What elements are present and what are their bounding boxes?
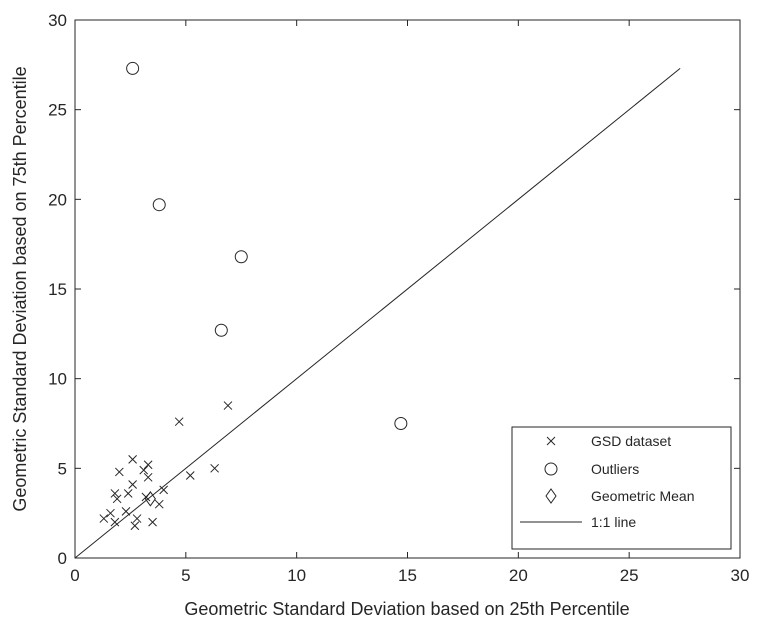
legend-label: Geometric Mean [591,488,694,504]
legend: GSD dataset Outliers Geometric Mean 1:1 lin… [511,426,732,550]
gsd-data-point [128,480,137,489]
outlier-point [234,250,248,264]
x-marker-stroke [143,460,153,470]
gsd-data-point [223,401,233,410]
x-marker-stroke [139,465,149,475]
x-tick-label: 0 [70,566,79,585]
gsd-data-point [130,521,140,531]
x-marker-stroke [128,455,137,464]
outlier-point [152,198,166,212]
gsd-data-point [210,463,220,473]
x-marker-stroke [546,436,556,446]
legend-box [511,426,732,550]
gsd-data-point [106,508,115,518]
x-tick-label: 15 [398,566,417,585]
y-tick-label: 5 [58,459,67,478]
gsd-data-point [114,467,124,477]
legend-label: GSD dataset [591,433,671,449]
x-marker-stroke [110,489,120,498]
y-tick-label: 25 [48,101,67,120]
y-axis-title: Geometric Standard Deviation based on 75… [10,66,30,511]
gsd-data-point [99,514,109,523]
one-to-one-line [74,68,681,559]
x-marker-stroke [128,480,137,489]
x-tick-label: 20 [509,566,528,585]
gsd-data-point [143,472,153,482]
outlier-point [126,61,140,75]
gsd-data-point [112,494,122,504]
y-tick-label: 10 [48,370,67,389]
x-marker-stroke [210,463,220,473]
x-axis-ticks: 0 5 10 15 20 25 30 [70,20,749,585]
gsd-data-point [110,517,120,527]
x-marker-stroke [106,508,115,518]
y-tick-label: 0 [58,549,67,568]
x-marker-stroke [110,517,120,527]
geometric-mean-point [144,490,156,507]
x-marker-stroke [185,471,195,480]
gsd-data-point [174,417,184,427]
x-marker-stroke [143,472,153,482]
gsd-data-point [148,517,157,527]
legend-marker-x [546,436,556,446]
x-marker-stroke [132,514,142,523]
legend-label: 1:1 line [591,514,636,530]
y-tick-label: 20 [48,190,67,209]
gsd-data-point [123,489,133,498]
gsd-data-point [128,455,137,464]
legend-marker-circle [544,462,558,476]
x-marker-stroke [114,467,124,477]
x-marker-stroke [223,401,233,410]
x-tick-label: 10 [287,566,306,585]
x-tick-label: 30 [731,566,750,585]
x-marker-stroke [174,417,184,427]
gsd-data-point [159,485,169,495]
gsd-data-point [143,460,153,470]
gsd-data-point [154,499,164,509]
gsd-data-point [139,465,149,475]
y-axis-ticks: 0 5 10 15 20 25 30 [48,11,740,568]
x-tick-label: 25 [620,566,639,585]
x-axis-title: Geometric Standard Deviation based on 25… [184,599,629,619]
legend-marker-diamond [545,488,557,504]
outlier-point [214,323,228,337]
gsd-data-point [132,514,142,523]
legend-label: Outliers [591,461,639,477]
gsd-data-point [110,489,120,498]
gsd-data-point [185,471,195,480]
y-tick-label: 15 [48,280,67,299]
data-series [74,61,681,559]
x-marker-stroke [99,514,109,523]
x-marker-stroke [123,489,133,498]
x-marker-stroke [159,485,169,495]
x-tick-label: 5 [181,566,190,585]
x-marker-stroke [154,499,164,509]
x-marker-stroke [130,521,140,531]
x-marker-stroke [121,507,131,516]
y-tick-label: 30 [48,11,67,30]
x-marker-stroke [112,494,122,504]
x-marker-stroke [148,517,157,527]
outlier-point [394,417,408,430]
